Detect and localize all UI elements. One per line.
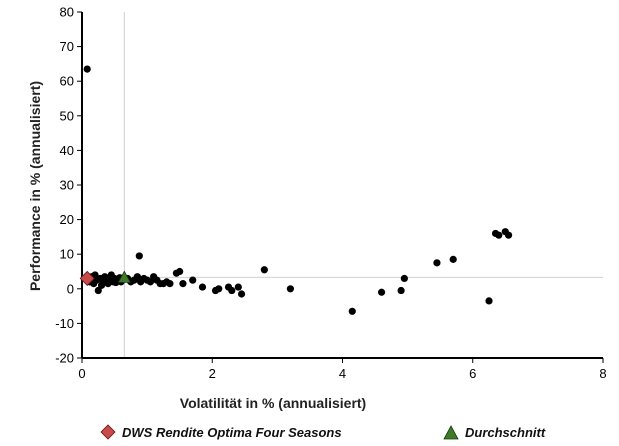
data-point	[504, 231, 513, 239]
y-tick-label: 50	[60, 108, 74, 123]
x-tick-label: 0	[78, 366, 85, 381]
x-tick-label: 4	[339, 366, 346, 381]
data-point	[449, 255, 457, 263]
data-point	[228, 286, 236, 295]
x-tick-label: 6	[469, 366, 476, 381]
diamond-marker-icon	[100, 424, 116, 440]
y-tick-label: 30	[60, 178, 74, 193]
data-point	[94, 286, 102, 295]
legend-item-average: Durchschnitt	[443, 425, 546, 440]
legend: DWS Rendite Optima Four Seasons Durchsch…	[100, 424, 546, 440]
data-point	[189, 276, 197, 284]
y-axis-title: Performance in % (annualisiert)	[27, 81, 43, 291]
y-tick-label: -20	[55, 351, 74, 366]
data-point	[260, 266, 268, 274]
data-point	[179, 280, 187, 288]
data-point	[237, 290, 246, 298]
y-tick-label: 0	[67, 281, 74, 296]
data-point	[133, 273, 141, 281]
y-tick-label: -10	[55, 316, 74, 331]
data-point	[198, 283, 207, 291]
data-point	[135, 252, 143, 260]
fund-marker	[79, 270, 95, 286]
axes	[81, 12, 603, 359]
legend-item-fund: DWS Rendite Optima Four Seasons	[100, 424, 342, 440]
x-axis-ticks: 0 2 4 6 8	[78, 358, 607, 381]
highlight-markers	[79, 270, 132, 286]
data-point	[348, 307, 356, 315]
x-tick-label: 2	[209, 366, 216, 381]
data-point	[397, 286, 405, 295]
data-point	[433, 259, 441, 267]
x-axis-title: Volatilität in % (annualisiert)	[180, 395, 366, 411]
legend-label-fund: DWS Rendite Optima Four Seasons	[122, 425, 342, 440]
data-point	[83, 65, 91, 73]
y-tick-label: 10	[60, 247, 74, 262]
data-point	[400, 274, 408, 283]
data-point	[215, 285, 223, 293]
data-point	[286, 285, 294, 293]
y-axis-ticks: -20 -10 0 10 20 30 40 50 60 70 80	[55, 5, 82, 366]
data-point	[166, 280, 174, 288]
data-point	[377, 288, 386, 296]
y-tick-label: 40	[60, 143, 74, 158]
y-tick-label: 70	[60, 39, 74, 54]
data-point	[176, 267, 184, 276]
triangle-marker-icon	[443, 425, 459, 440]
reference-lines	[82, 12, 603, 358]
data-point	[234, 283, 242, 291]
legend-label-average: Durchschnitt	[465, 425, 546, 440]
y-tick-label: 60	[60, 74, 74, 89]
x-tick-label: 8	[599, 366, 606, 381]
data-point	[146, 278, 154, 286]
data-point	[485, 297, 493, 305]
average-marker	[117, 270, 132, 283]
y-tick-label: 20	[60, 212, 74, 227]
y-tick-label: 80	[60, 5, 74, 20]
data-point	[495, 231, 503, 239]
